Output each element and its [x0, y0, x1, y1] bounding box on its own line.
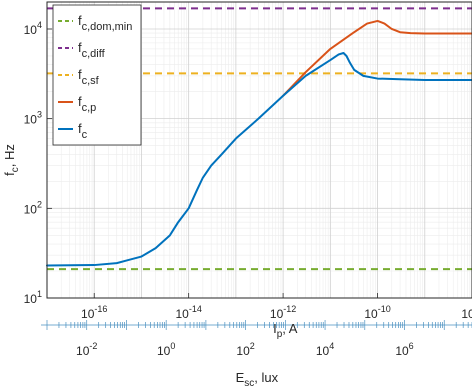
x-tick-label: 10-14 [175, 304, 201, 321]
secondary-tick-label: 104 [316, 341, 334, 358]
secondary-tick-label: 102 [236, 341, 254, 358]
legend-entry: fc,dom,min [78, 13, 132, 33]
legend-entry: fc,sf [78, 67, 100, 87]
y-tick-label: 102 [24, 199, 42, 216]
y-tick-label: 104 [24, 20, 42, 37]
plot-frame [46, 1, 472, 299]
legend-entry: fc,diff [78, 40, 106, 60]
legend-entry: fc,p [78, 94, 96, 114]
secondary-x-axis-label: Esc, lux [236, 370, 279, 386]
secondary-tick-label: 100 [157, 341, 175, 358]
x-axis-label: Ip, A [273, 321, 298, 340]
secondary-tick-label: 106 [395, 341, 413, 358]
legend-entry: fc [78, 121, 88, 141]
x-tick-label: 10-8 [461, 304, 472, 321]
y-tick-label: 101 [24, 289, 42, 306]
x-tick-label: 10-12 [270, 304, 296, 321]
minor-grid [47, 1, 472, 298]
series-line-c-p [282, 19, 472, 97]
x-tick-label: 10-10 [364, 304, 390, 321]
secondary-x-axis: 10-2 100 102 104 106 [41, 320, 472, 358]
series-line-c [46, 51, 472, 267]
legend: fc,dom,min fc,diff fc,sf fc,p fc [52, 4, 142, 146]
axis-ticks: 101 102 103 104 10-16 10-14 10-12 10-10 10-8 [24, 20, 472, 321]
secondary-tick-label: 10-2 [76, 341, 97, 358]
x-tick-label: 10-16 [81, 304, 107, 321]
y-tick-label: 103 [24, 110, 42, 127]
y-axis-label: fc, Hz [2, 144, 21, 176]
plot-series [46, 7, 472, 271]
